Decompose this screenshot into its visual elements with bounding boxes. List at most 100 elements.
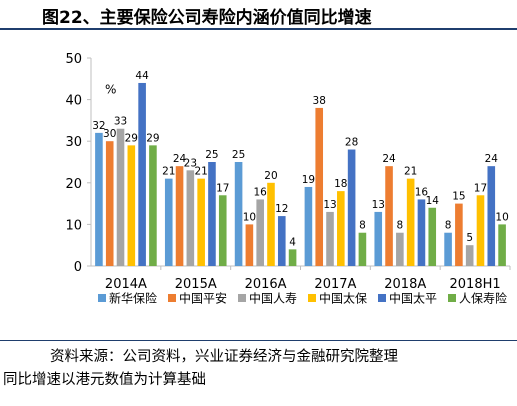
bar [417, 199, 426, 266]
bar [337, 191, 345, 266]
bar [406, 178, 415, 266]
bar [288, 249, 297, 266]
data-label: 24 [173, 153, 187, 165]
bar [385, 166, 393, 266]
data-label: 13 [323, 199, 336, 211]
bar-chart: 01020304050%3230332944292014A21242321251… [65, 52, 511, 306]
bar [498, 224, 506, 266]
bar [149, 145, 157, 266]
data-label: 30 [103, 128, 116, 140]
bar [127, 145, 136, 266]
bar [277, 216, 286, 266]
bar [208, 162, 216, 266]
data-label: 21 [404, 166, 417, 178]
bar [487, 166, 496, 266]
bar [347, 149, 356, 266]
source-note: 资料来源：公司资料，兴业证券经济与金融研究院整理 [50, 349, 398, 365]
bar [315, 107, 324, 266]
data-label: 44 [135, 70, 149, 82]
x-tick-label: 2017A [314, 277, 356, 292]
legend-label: 人保寿险 [459, 291, 507, 306]
legend-swatch [378, 294, 386, 302]
data-label: 8 [397, 220, 404, 232]
data-label: 17 [216, 182, 229, 194]
data-label: 16 [415, 186, 429, 198]
basis-note: 同比增速以港元数值为计算基础 [3, 372, 206, 388]
figure-title: 图22、主要保险公司寿险内涵价值同比增速 [42, 8, 372, 28]
bar [358, 232, 367, 266]
data-label: 12 [275, 203, 288, 215]
bar [374, 211, 383, 266]
data-label: 21 [194, 166, 207, 178]
data-label: 13 [372, 199, 385, 211]
data-label: 8 [445, 220, 452, 232]
y-tick-label: 0 [74, 260, 82, 275]
data-label: 24 [485, 153, 499, 165]
y-tick-label: 20 [65, 177, 82, 192]
legend-swatch [448, 294, 456, 302]
data-label: 33 [114, 116, 127, 128]
legend-swatch [308, 294, 316, 302]
data-label: 14 [426, 195, 440, 207]
bar [396, 232, 404, 266]
data-label: 10 [495, 211, 508, 223]
chart-area: 0 10 20 30 40 50% 32 30 33 29 44 29 2014A 21 24 23 21 25 1… [0, 30, 517, 340]
x-tick-label: 2015A [175, 277, 217, 292]
data-label: 20 [264, 170, 277, 182]
data-label: 17 [474, 182, 487, 194]
bar [234, 162, 243, 266]
title-bar: 图22、主要保险公司寿险内涵价值同比增速 [0, 0, 517, 30]
data-label: 24 [382, 153, 396, 165]
data-label: 28 [345, 137, 358, 149]
data-label: 23 [184, 157, 197, 169]
x-tick-label: 2014A [105, 277, 147, 292]
bar [175, 166, 184, 266]
y-tick-label: 10 [65, 218, 82, 233]
bar [326, 211, 334, 266]
data-label: 21 [162, 166, 175, 178]
bar [218, 195, 227, 266]
legend-swatch [168, 294, 176, 302]
bar [164, 178, 173, 266]
data-label: 18 [334, 178, 347, 190]
bar [245, 224, 254, 266]
bar [304, 186, 313, 266]
y-tick-label: 40 [65, 94, 82, 109]
bar [138, 82, 146, 267]
bar [476, 195, 485, 266]
y-tick-label: 30 [65, 135, 82, 150]
legend-swatch [98, 294, 106, 302]
data-label: 16 [253, 186, 267, 198]
bar [95, 132, 103, 266]
data-label: 38 [313, 95, 326, 107]
legend-label: 新华保险 [109, 291, 157, 306]
bar [116, 128, 125, 266]
legend-label: 中国人寿 [249, 291, 297, 306]
y-tick-label: 50 [65, 52, 82, 67]
bar [256, 199, 264, 266]
bar [105, 141, 114, 266]
bottom-rule [0, 340, 517, 341]
legend-label: 中国太保 [319, 291, 367, 306]
x-tick-label: 2018A [384, 277, 426, 292]
data-label: 19 [302, 174, 315, 186]
data-label: 10 [243, 211, 256, 223]
bar [197, 178, 205, 266]
x-tick-label: 2016A [245, 277, 287, 292]
bar [428, 207, 437, 266]
data-label: 5 [466, 232, 473, 244]
unit-label: % [105, 82, 116, 96]
bar [267, 182, 275, 266]
legend-label: 中国太平 [389, 291, 437, 306]
data-label: 29 [125, 132, 138, 144]
bar [186, 170, 195, 266]
bar [465, 245, 474, 266]
legend-label: 中国平安 [179, 291, 227, 306]
data-label: 15 [452, 191, 465, 203]
bar [455, 203, 463, 266]
x-tick-label: 2018H1 [450, 277, 501, 292]
data-label: 32 [92, 120, 105, 132]
data-label: 29 [146, 132, 159, 144]
data-label: 25 [205, 149, 218, 161]
data-label: 4 [289, 236, 296, 248]
